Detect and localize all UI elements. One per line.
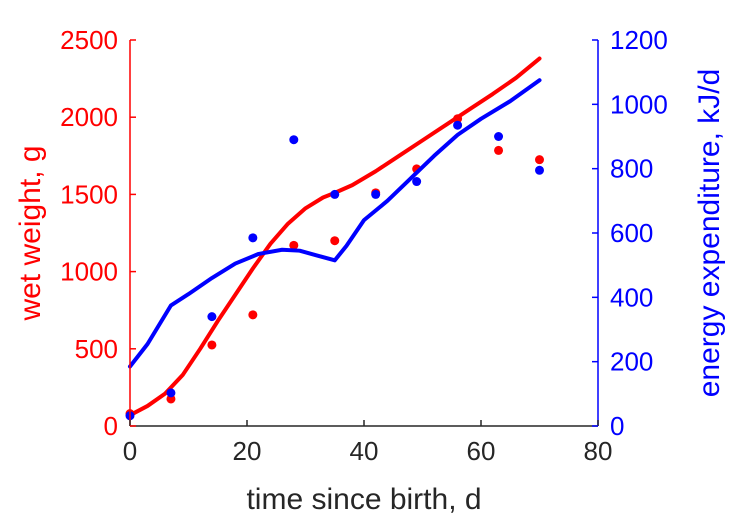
y-left-tick-label: 1000 [60,257,118,287]
y-right-tick-label: 200 [610,347,653,377]
x-tick-label: 0 [123,436,137,466]
energy-expenditure-data-point [289,135,299,145]
y-right-tick-label: 600 [610,218,653,248]
y-left-ticks: 0 500 1000 1500 2000 2500 [60,25,136,441]
energy-expenditure-data-point [453,120,463,130]
x-ticks: 0 20 40 60 80 [123,420,613,466]
x-tick-label: 60 [467,436,496,466]
y-right-tick-label: 0 [610,411,624,441]
x-tick-label: 40 [350,436,379,466]
y-right-ticks: 0 200 400 600 800 1000 1200 [592,25,668,441]
axes-layer [129,40,599,427]
y-left-axis-label: wet weight, g [14,145,47,321]
y-left-tick-label: 2500 [60,25,118,55]
y-right-tick-label: 1000 [610,89,668,119]
y-right-tick-label: 400 [610,282,653,312]
energy-expenditure-data-point [207,312,217,322]
x-tick-label: 80 [584,436,613,466]
y-left-tick-label: 2000 [60,102,118,132]
wet-weight-data-point [453,114,463,124]
energy-expenditure-data-point [412,177,422,187]
y-left-tick-label: 1500 [60,179,118,209]
series-layer [125,56,544,421]
wet-weight-data-point [207,340,217,350]
wet-weight-data-point [330,236,340,246]
energy-expenditure-data-point [371,189,381,199]
y-left-tick-label: 500 [75,334,118,364]
energy-expenditure-data-point [166,388,176,398]
energy-expenditure-data-point [248,233,258,243]
x-tick-label: 20 [233,436,262,466]
energy-expenditure-data-point [494,132,504,141]
y-right-tick-label: 1200 [610,25,668,55]
wet-weight-data-point [494,145,504,155]
y-right-tick-label: 800 [610,154,653,184]
energy-expenditure-data-point [330,189,340,199]
y-right-axis-label: energy expenditure, kJ/d [693,69,726,398]
energy-expenditure-data-point [535,165,544,175]
wet-weight-data-point [248,310,258,320]
y-left-tick-label: 0 [104,411,118,441]
energy-expenditure-fit-line [128,78,542,369]
x-axis-label: time since birth, d [246,483,481,516]
wet-weight-data-point [535,155,544,165]
wet-weight-data-point [289,240,299,250]
